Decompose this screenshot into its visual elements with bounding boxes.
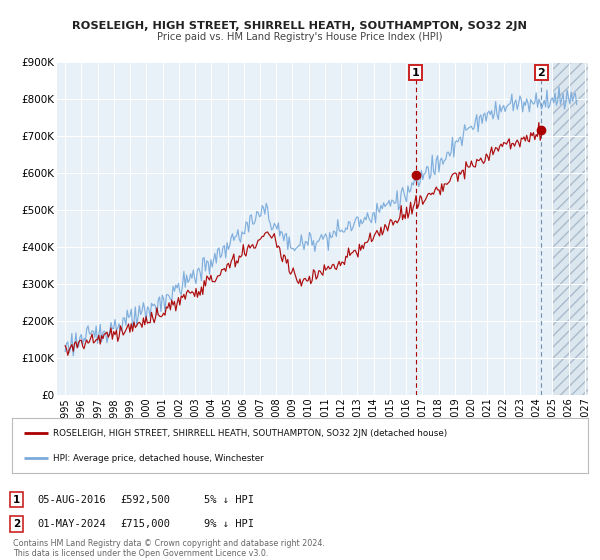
Text: £592,500: £592,500 (120, 494, 170, 505)
Text: 1: 1 (13, 494, 20, 505)
Text: 5% ↓ HPI: 5% ↓ HPI (204, 494, 254, 505)
Text: 9% ↓ HPI: 9% ↓ HPI (204, 519, 254, 529)
Text: 05-AUG-2016: 05-AUG-2016 (37, 494, 106, 505)
Text: 1: 1 (412, 68, 419, 78)
Text: ROSELEIGH, HIGH STREET, SHIRRELL HEATH, SOUTHAMPTON, SO32 2JN (detached house): ROSELEIGH, HIGH STREET, SHIRRELL HEATH, … (53, 428, 448, 437)
Text: 2: 2 (538, 68, 545, 78)
Bar (552, 62, 593, 395)
Text: Price paid vs. HM Land Registry's House Price Index (HPI): Price paid vs. HM Land Registry's House … (157, 32, 443, 43)
Bar (552, 62, 593, 395)
Text: HPI: Average price, detached house, Winchester: HPI: Average price, detached house, Winc… (53, 454, 264, 463)
Text: 2: 2 (13, 519, 20, 529)
Text: ROSELEIGH, HIGH STREET, SHIRRELL HEATH, SOUTHAMPTON, SO32 2JN: ROSELEIGH, HIGH STREET, SHIRRELL HEATH, … (73, 21, 527, 31)
Text: £715,000: £715,000 (120, 519, 170, 529)
Text: Contains HM Land Registry data © Crown copyright and database right 2024.
This d: Contains HM Land Registry data © Crown c… (13, 539, 325, 558)
Text: 01-MAY-2024: 01-MAY-2024 (37, 519, 106, 529)
